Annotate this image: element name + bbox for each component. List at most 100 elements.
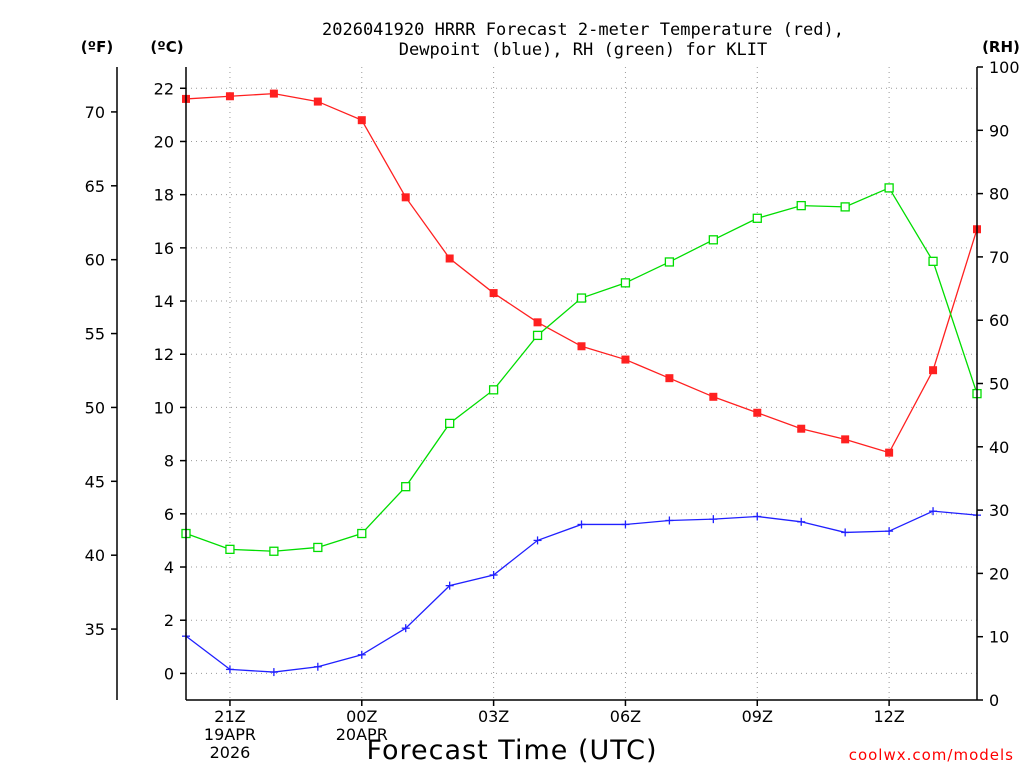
series-dewpoint: [182, 507, 981, 677]
fahrenheit-tick-label: 60: [85, 251, 105, 270]
rh-point: [269, 546, 279, 556]
celsius-tick-label: 16: [154, 239, 174, 258]
temperature-point: [489, 289, 498, 298]
rh-point: [708, 235, 718, 245]
dewpoint-point: [269, 668, 278, 677]
celsius-tick-label: 10: [154, 398, 174, 417]
rh-tick-label: 60: [989, 311, 1009, 330]
fahrenheit-tick-label: 45: [85, 472, 105, 491]
dewpoint-line: [185, 510, 978, 673]
axes: [111, 66, 983, 706]
celsius-tick-label: 20: [154, 132, 174, 151]
temperature-point: [577, 342, 586, 351]
x-tick-label: 03Z: [478, 707, 509, 726]
celsius-tick-label: 8: [164, 452, 174, 471]
celsius-tick-label: 4: [164, 558, 174, 577]
rh-point: [796, 200, 806, 211]
rh-tick-label: 70: [989, 248, 1009, 267]
series-temperature: [182, 89, 981, 457]
dewpoint-point: [885, 527, 894, 536]
rh-tick-label: 0: [989, 691, 999, 710]
celsius-tick-label: 6: [164, 505, 174, 524]
rh-line: [185, 187, 978, 552]
x-tick-label: 12Z: [873, 707, 904, 726]
rh-point: [488, 385, 499, 395]
dewpoint-point: [709, 515, 718, 524]
temperature-point: [225, 92, 234, 101]
temperature-point: [665, 374, 674, 383]
celsius-tick-label: 22: [154, 79, 174, 98]
dewpoint-point: [577, 520, 586, 529]
rh-unit-label: (RH): [982, 38, 1020, 56]
rh-point: [532, 330, 543, 341]
temperature-point: [313, 97, 322, 106]
dewpoint-point: [401, 624, 410, 633]
series-layer: [181, 89, 982, 677]
dewpoint-point: [665, 516, 674, 525]
dewpoint-point: [929, 507, 938, 516]
dewpoint-point: [753, 512, 762, 521]
temperature-point: [929, 366, 938, 375]
temperature-point: [797, 424, 806, 433]
rh-tick-label: 100: [989, 58, 1020, 77]
rh-tick-label: 80: [989, 185, 1009, 204]
rh-point: [401, 482, 411, 492]
celsius-tick-label: 14: [154, 292, 174, 311]
rh-point: [840, 202, 850, 212]
x-tick-label: 09Z: [742, 707, 773, 726]
rh-point: [313, 542, 323, 553]
temperature-point: [533, 318, 542, 327]
rh-point: [357, 528, 367, 539]
dewpoint-point: [533, 536, 542, 545]
temperature-point: [357, 116, 366, 125]
fahrenheit-tick-label: 35: [85, 620, 105, 639]
temperature-point: [445, 254, 454, 263]
credit-text: coolwx.com/models: [849, 746, 1014, 764]
chart-title-line1: 2026041920 HRRR Forecast 2-meter Tempera…: [322, 20, 844, 40]
temperature-point: [401, 193, 410, 202]
temperature-point: [621, 355, 630, 364]
x-tick-label: 19APR: [204, 725, 256, 744]
fahrenheit-tick-label: 40: [85, 546, 105, 565]
rh-tick-label: 90: [989, 121, 1009, 140]
rh-point: [620, 278, 631, 288]
x-axis-label: Forecast Time (UTC): [366, 735, 657, 766]
temperature-point: [885, 448, 894, 457]
temperature-point: [753, 408, 762, 417]
celsius-tick-label: 12: [154, 345, 174, 364]
dewpoint-point: [357, 650, 366, 659]
celsius-tick-label: 0: [164, 664, 174, 683]
dewpoint-point: [797, 517, 806, 526]
rh-tick-label: 40: [989, 438, 1009, 457]
temperature-point: [841, 435, 850, 444]
temperature-line: [185, 92, 978, 454]
x-tick-label: 06Z: [610, 707, 641, 726]
rh-tick-label: 50: [989, 375, 1009, 394]
dewpoint-point: [489, 570, 498, 579]
x-tick-label: 20APR: [336, 725, 388, 744]
rh-point: [225, 544, 235, 554]
rh-point: [928, 256, 938, 266]
rh-point: [664, 257, 675, 267]
rh-point: [576, 293, 587, 303]
rh-point: [884, 183, 894, 193]
x-tick-label: 21Z: [214, 707, 245, 726]
dewpoint-point: [445, 581, 454, 590]
dewpoint-point: [841, 528, 850, 537]
rh-point: [445, 418, 455, 429]
rh-point: [752, 213, 762, 223]
temperature-point: [269, 89, 278, 98]
rh-tick-label: 10: [989, 628, 1009, 647]
celsius-tick-label: 2: [164, 611, 174, 630]
celsius-unit-label: (ºC): [150, 38, 183, 56]
chart-title-line2: Dewpoint (blue), RH (green) for KLIT: [399, 40, 767, 60]
celsius-tick-label: 18: [154, 186, 174, 205]
dewpoint-point: [313, 662, 322, 671]
rh-tick-label: 30: [989, 501, 1009, 520]
fahrenheit-unit-label: (ºF): [81, 38, 113, 56]
fahrenheit-tick-label: 55: [85, 325, 105, 344]
x-tick-label: 2026: [210, 743, 251, 762]
series-rh: [181, 183, 982, 556]
grid-lines: [186, 67, 977, 700]
fahrenheit-tick-label: 65: [85, 177, 105, 196]
